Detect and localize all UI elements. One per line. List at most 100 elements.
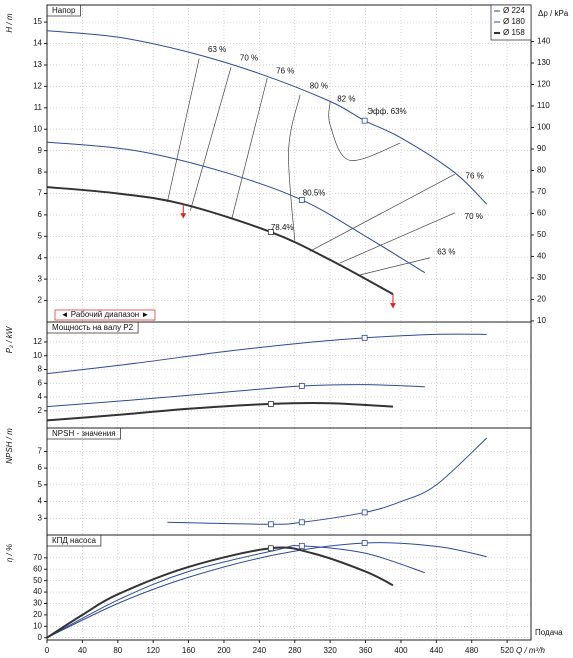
y-tick-label: 3 [38,513,43,522]
curve [47,545,425,639]
curve [47,401,394,422]
operating-point [298,197,305,203]
y-tick-label: 7 [38,447,43,456]
annotation: Эфф. 63% [367,107,406,116]
iso-efficiency-line [328,101,401,161]
x-tick-label: 240 [253,646,267,655]
x-tick-label: 440 [430,646,444,655]
annotation: 78.4% [271,223,294,232]
panel-title: Напор [52,6,76,15]
plot-layer [47,333,487,422]
iso-efficiency-line [339,212,456,264]
y-tick-label: 5 [38,231,43,240]
range-arrow [180,213,187,219]
x-tick-label: 120 [146,646,160,655]
y2-tick-label: 30 [537,273,546,282]
y-tick-label: 4 [38,392,43,401]
curve [47,333,487,375]
y2-axis-label: Δp / kPa [538,9,569,18]
plot-layer [167,437,488,528]
x-axis-title: Подача [535,628,563,637]
y-tick-label: 6 [38,378,43,387]
curve [47,546,394,639]
y-tick-label: 60 [33,564,42,573]
y2-tick-label: 60 [537,209,546,218]
y-tick-label: 12 [33,337,42,346]
operating-point [298,519,305,526]
panel-frame [46,534,532,641]
operating-point [267,401,274,407]
y-tick-label: 10 [33,621,42,630]
plot-layer [47,540,487,639]
curve [47,542,487,639]
y-tick-label: 0 [38,633,43,642]
y-tick-label: 50 [33,576,42,585]
y-tick-label: 20 [33,610,42,619]
y2-tick-label: 100 [537,123,551,132]
panel-title-box [46,4,81,17]
y-axis-label: H / m [5,13,14,32]
y-tick-label: 6 [38,463,43,472]
y-tick-label: 30 [33,599,42,608]
y-tick-label: 40 [33,587,42,596]
iso-efficiency-line [309,173,456,252]
y2-tick-label: 50 [537,230,546,239]
x-axis-label: Q / m³/h [516,646,545,655]
annotation: 80 % [310,82,328,91]
x-tick-label: 160 [182,646,196,655]
x-tick-label: 520 [500,646,514,655]
y-axis-label: NPSH / m [5,428,14,464]
y2-tick-label: 70 [537,187,546,196]
operating-point [361,334,368,341]
curve [167,437,488,525]
x-tick-label: 0 [45,646,50,655]
y2-tick-label: 140 [537,37,551,46]
y-tick-label: 2 [38,296,43,305]
curve [47,141,426,274]
x-tick-label: 280 [288,646,302,655]
y-tick-label: 10 [33,124,42,133]
y-tick-label: 8 [38,365,43,374]
y-tick-label: 6 [38,210,43,219]
y-tick-label: 11 [34,103,43,112]
y-tick-label: 13 [33,60,42,69]
y-tick-label: 7 [38,189,43,198]
y-tick-label: 3 [38,274,43,283]
operating-point [267,229,274,235]
annotation: 70 % [240,54,258,63]
x-tick-label: 360 [359,646,373,655]
iso-efficiency-line [166,58,200,203]
y-axis-label: η / % [5,544,14,562]
y2-tick-label: 130 [537,58,551,67]
operating-point [361,117,368,124]
y2-tick-label: 90 [537,144,546,153]
iso-efficiency-line [288,94,301,241]
x-tick-label: 80 [113,646,122,655]
curve [47,186,394,296]
annotation: 80.5% [303,189,326,198]
panel-title-box [46,321,139,334]
legend-label: Ø 158 [503,28,525,37]
operating-point [267,545,274,552]
iso-efficiency-line [231,77,268,219]
iso-efficiency-line [190,67,232,211]
plot-layer [47,30,488,296]
y-tick-label: 70 [33,553,42,562]
y-tick-label: 8 [38,167,43,176]
annotation: 82 % [337,94,355,103]
annotation: 63 % [437,247,455,256]
y-tick-label: 12 [33,82,42,91]
range-label: ◄ Рабочий диапазон ► [61,310,150,319]
iso-efficiency-line [360,257,431,276]
curve [47,30,488,205]
x-tick-label: 40 [78,646,87,655]
annotation: 63 % [208,45,226,54]
x-tick-label: 320 [323,646,337,655]
y2-tick-label: 80 [537,166,546,175]
panel-title-box [46,427,121,440]
panel-title: NPSH - значения [52,429,116,438]
x-tick-label: 480 [465,646,479,655]
annotation: 70 % [465,212,483,221]
operating-point [361,509,368,516]
